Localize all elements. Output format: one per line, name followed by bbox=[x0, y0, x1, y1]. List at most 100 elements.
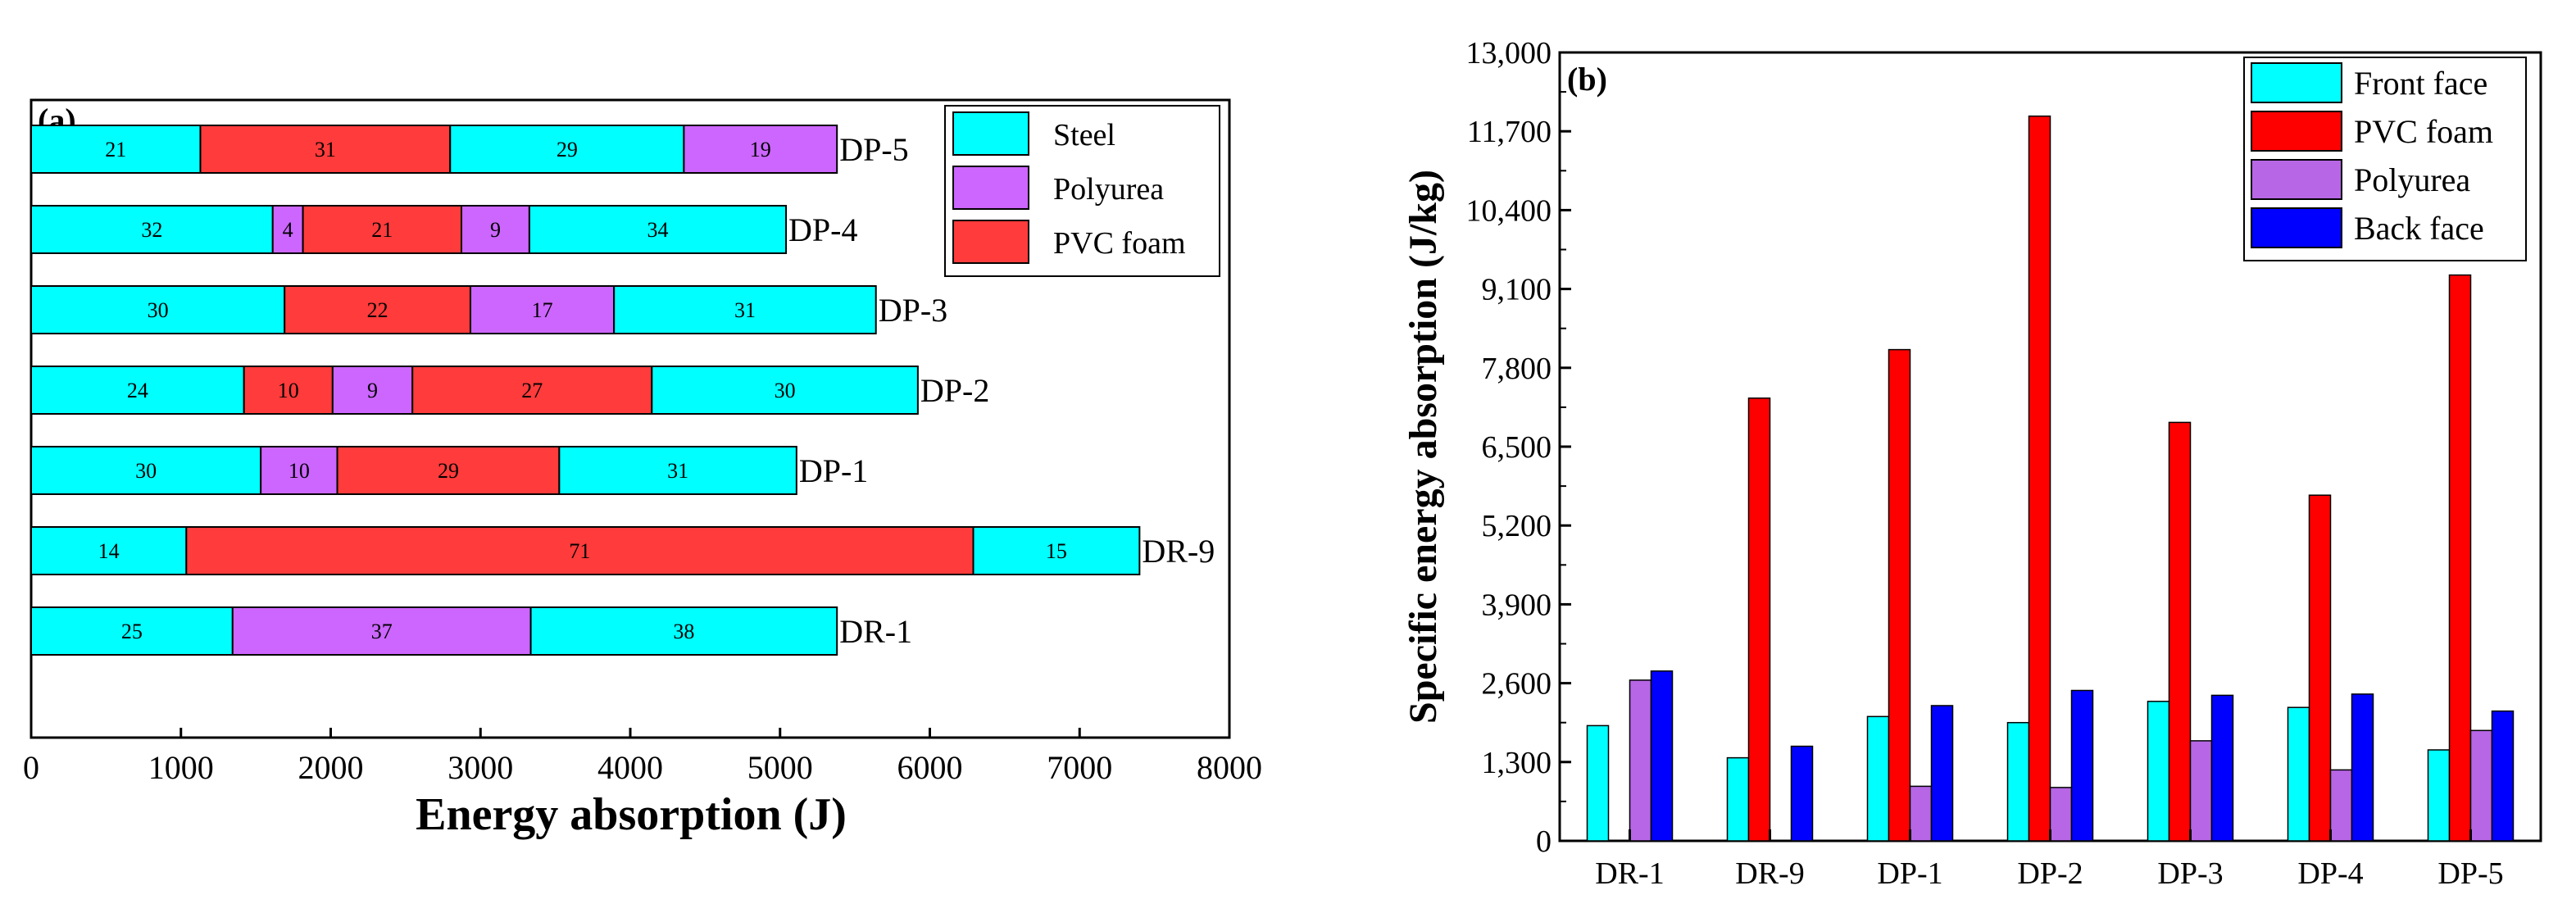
bar-pvc-foam bbox=[2028, 115, 2051, 842]
x-tick-label: DP-4 bbox=[2297, 856, 2363, 891]
bar-back-face bbox=[2070, 689, 2094, 842]
bar-row-label: DP-4 bbox=[788, 211, 857, 248]
legend-swatch bbox=[2251, 62, 2342, 103]
bar-segment bbox=[185, 526, 975, 575]
y-tick-label: 5,200 bbox=[1482, 509, 1552, 543]
bar-pvc-foam bbox=[2308, 494, 2332, 842]
bar-segment bbox=[30, 205, 274, 254]
bar-segment bbox=[30, 446, 262, 495]
x-tick-label: DP-1 bbox=[1877, 856, 1942, 891]
y-tick-label: 0 bbox=[1536, 824, 1552, 859]
bar-back-face bbox=[1650, 670, 1674, 842]
legend-swatch bbox=[952, 220, 1029, 264]
bar-back-face bbox=[2491, 710, 2515, 842]
segment-value-label: 9 bbox=[367, 379, 378, 402]
panel-b-x-ticks: DR-1 DR-9 DP-1 DP-2 DP-3 DP-4 DP-5 bbox=[1595, 829, 2504, 891]
bar-back-face bbox=[2351, 693, 2374, 842]
bar-segment bbox=[613, 285, 877, 334]
bar-row-label: DP-2 bbox=[920, 372, 989, 409]
bar-segment bbox=[469, 285, 616, 334]
bar-segment bbox=[449, 125, 685, 174]
segment-value-label: 38 bbox=[673, 620, 694, 643]
panel-a-legend: Steel Polyurea PVC foam bbox=[944, 105, 1220, 277]
x-tick-label: 7000 bbox=[1047, 749, 1112, 786]
x-tick-label: 4000 bbox=[597, 749, 663, 786]
panel-b: (b) Specific energy absorption (J/kg) 0 1… bbox=[1402, 36, 2542, 891]
legend-label: Back face bbox=[2354, 210, 2484, 247]
x-tick-label: 3000 bbox=[448, 749, 513, 786]
segment-value-label: 21 bbox=[371, 218, 393, 242]
segment-value-label: 4 bbox=[283, 218, 293, 242]
panel-a-x-ticks: 0 1000 2000 3000 4000 5000 6000 7000 8000 bbox=[23, 728, 1262, 786]
bar-polyurea bbox=[1909, 785, 1933, 842]
legend-swatch bbox=[2251, 111, 2342, 152]
x-tick-label: DP-3 bbox=[2157, 856, 2223, 891]
segment-value-label: 29 bbox=[557, 138, 578, 161]
bar-segment bbox=[331, 366, 414, 415]
legend-swatch bbox=[952, 111, 1029, 156]
bar-segment bbox=[243, 366, 334, 415]
legend-label: Polyurea bbox=[2354, 161, 2470, 198]
y-tick-label: 1,300 bbox=[1482, 746, 1552, 780]
y-tick-label: 7,800 bbox=[1482, 352, 1552, 386]
bar-segment bbox=[271, 205, 304, 254]
segment-value-label: 71 bbox=[569, 539, 590, 563]
legend-label: PVC foam bbox=[1053, 226, 1186, 261]
bar-polyurea bbox=[2329, 769, 2353, 842]
x-tick-label: DP-5 bbox=[2437, 856, 2503, 891]
bar-segment bbox=[30, 606, 234, 656]
legend-label: Front face bbox=[2354, 65, 2487, 102]
x-tick-label: 0 bbox=[23, 749, 39, 786]
segment-value-label: 31 bbox=[315, 138, 336, 161]
bar-back-face bbox=[1930, 705, 1954, 842]
segment-value-label: 31 bbox=[734, 298, 756, 322]
segment-value-label: 10 bbox=[278, 379, 299, 402]
segment-value-label: 30 bbox=[135, 459, 157, 483]
legend-label: PVC foam bbox=[2354, 113, 2493, 150]
panel-a: (a) Energy absorption (J) 0 1000 2000 3000 4… bbox=[23, 98, 1262, 840]
segment-value-label: 14 bbox=[98, 539, 120, 563]
segment-value-label: 34 bbox=[647, 218, 668, 242]
segment-value-label: 21 bbox=[105, 138, 126, 161]
segment-value-label: 22 bbox=[367, 298, 388, 322]
segment-value-label: 17 bbox=[532, 298, 553, 322]
bar-front-face bbox=[1866, 715, 1890, 842]
x-tick-label: 8000 bbox=[1197, 749, 1262, 786]
x-tick-label: 5000 bbox=[747, 749, 813, 786]
panel-a-bars: 21 31 29 19 DP-5 32 4 21 9 34 DP-4 30 22 17 31 DP-3 24 10… bbox=[30, 125, 1215, 656]
x-tick-label: DR-1 bbox=[1595, 856, 1664, 891]
bar-segment bbox=[411, 366, 653, 415]
bar-segment bbox=[30, 125, 202, 174]
bar-pvc-foam bbox=[1888, 348, 1911, 842]
bar-back-face bbox=[1790, 745, 1814, 842]
y-tick-label: 6,500 bbox=[1482, 430, 1552, 465]
panel-b-label: (b) bbox=[1567, 61, 1607, 98]
bar-segment bbox=[528, 205, 788, 254]
bar-segment bbox=[529, 606, 838, 656]
x-tick-label: 2000 bbox=[298, 749, 364, 786]
panel-a-x-axis-title: Energy absorption (J) bbox=[416, 789, 847, 840]
bar-front-face bbox=[1726, 756, 1750, 842]
legend-swatch bbox=[952, 166, 1029, 210]
segment-value-label: 29 bbox=[438, 459, 459, 483]
bar-front-face bbox=[2287, 706, 2310, 842]
bar-front-face bbox=[2147, 701, 2170, 842]
bar-row-label: DR-1 bbox=[839, 613, 912, 650]
panel-b-legend: Front face PVC foam Polyurea Back face bbox=[2243, 57, 2527, 261]
bar-row-label: DP-3 bbox=[879, 292, 947, 329]
bar-front-face bbox=[2427, 749, 2451, 842]
segment-value-label: 24 bbox=[127, 379, 148, 402]
segment-value-label: 27 bbox=[521, 379, 543, 402]
segment-value-label: 37 bbox=[371, 620, 393, 643]
bar-polyurea bbox=[2049, 787, 2073, 842]
bar-polyurea bbox=[1629, 679, 1652, 842]
bar-segment bbox=[30, 366, 245, 415]
bar-pvc-foam bbox=[1747, 397, 1771, 842]
panel-b-y-axis-title: Specific energy absorption (J/kg) bbox=[1402, 170, 1445, 724]
legend-swatch bbox=[2251, 207, 2342, 248]
bar-row-label: DP-5 bbox=[839, 131, 908, 168]
bar-segment bbox=[972, 526, 1141, 575]
y-tick-label: 11,700 bbox=[1467, 115, 1552, 149]
x-tick-label: 6000 bbox=[897, 749, 963, 786]
